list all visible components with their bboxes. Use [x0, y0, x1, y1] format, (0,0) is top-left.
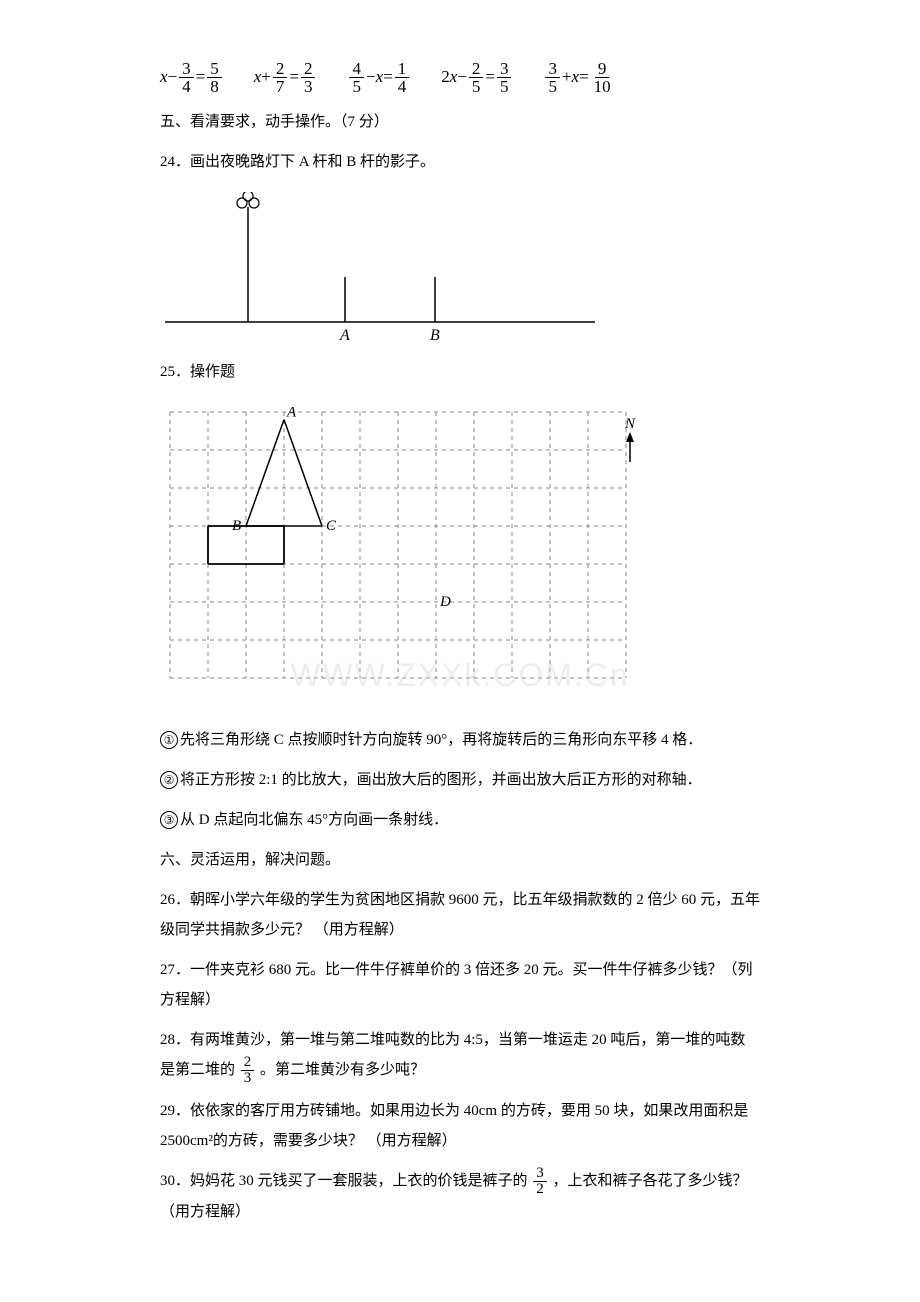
eq-2: x + 27 = 23 [254, 60, 318, 95]
q29-text: 29．依依家的客厅用方砖铺地。如果用边长为 40cm 的方砖，要用 50 块，如… [160, 1096, 760, 1156]
q25-sub3: ③从 D 点起向北偏东 45°方向画一条射线． [160, 805, 760, 835]
svg-text:A: A [286, 405, 297, 421]
svg-text:D: D [439, 594, 451, 610]
q30-text: 30．妈妈花 30 元钱买了一套服装，上衣的价钱是裤子的 32 ，上衣和裤子各花… [160, 1166, 760, 1227]
eq-5: 35 + x = 910 [543, 60, 615, 95]
section5-title: 五、看清要求，动手操作。（7 分） [160, 107, 760, 137]
q27-text: 27．一件夹克衫 680 元。比一件牛仔裤单价的 3 倍还多 20 元。买一件牛… [160, 955, 760, 1015]
figure-q25: ABCDN [160, 402, 760, 682]
eq-4: 2x − 25 = 35 [441, 60, 513, 95]
q25-sub2: ②将正方形按 2:1 的比放大，画出放大后的图形，并画出放大后正方形的对称轴． [160, 765, 760, 795]
equations-row: x − 34 = 58 x + 27 = 23 45 − x = 14 2x −… [160, 60, 760, 95]
svg-text:B: B [430, 327, 440, 342]
eq-1: x − 34 = 58 [160, 60, 224, 95]
q28-text: 28．有两堆黄沙，第一堆与第二堆吨数的比为 4:5，当第一堆运走 20 吨后，第… [160, 1025, 760, 1086]
svg-text:C: C [326, 518, 337, 534]
figure-q24: AB [160, 192, 760, 342]
q25-text: 25．操作题 [160, 357, 760, 387]
svg-text:A: A [339, 327, 350, 342]
eq-3: 45 − x = 14 [347, 60, 411, 95]
q25-sub1: ①先将三角形绕 C 点按顺时针方向旋转 90°，再将旋转后的三角形向东平移 4 … [160, 725, 760, 755]
section6-title: 六、灵活运用，解决问题。 [160, 845, 760, 875]
svg-text:N: N [624, 416, 636, 432]
q26-text: 26．朝晖小学六年级的学生为贫困地区捐款 9600 元，比五年级捐款数的 2 倍… [160, 885, 760, 945]
q24-text: 24．画出夜晚路灯下 A 杆和 B 杆的影子。 [160, 147, 760, 177]
